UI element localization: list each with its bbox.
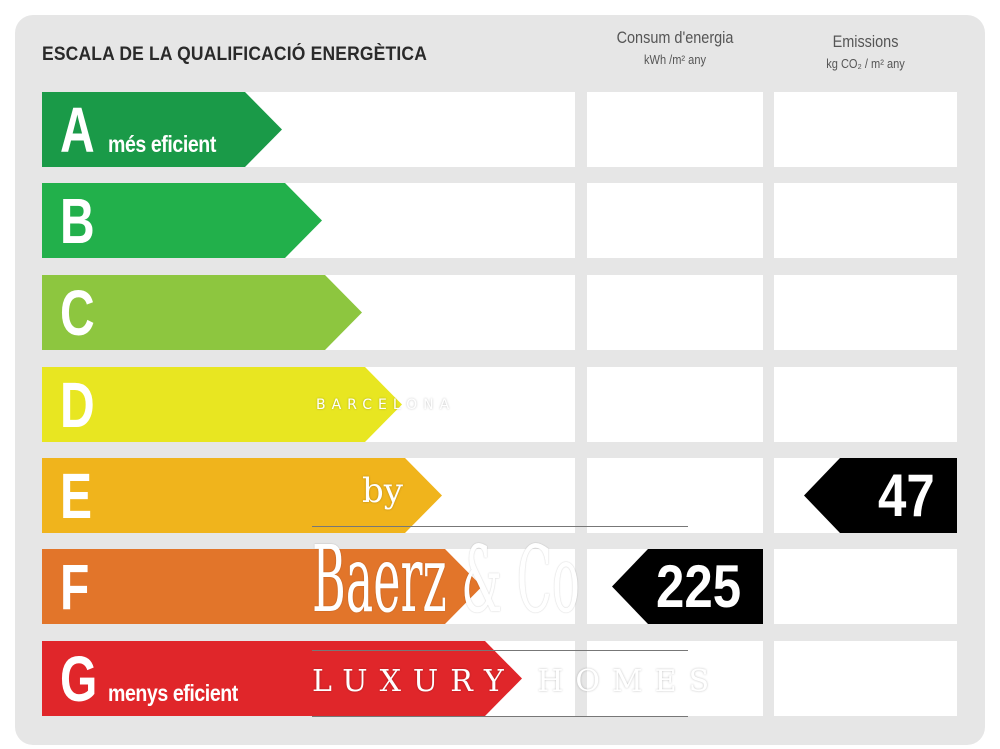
consumption-unit: kWh /m² any xyxy=(643,52,707,67)
rating-arrow-b: B xyxy=(42,183,322,258)
emissions-cell xyxy=(774,641,957,716)
consumption-cell xyxy=(587,183,763,258)
consumption-cell xyxy=(587,92,763,167)
value-arrow-shape xyxy=(612,549,763,624)
rating-arrow-shape xyxy=(42,183,322,258)
value-text: 47 xyxy=(878,462,935,529)
rating-arrow-e: E xyxy=(42,458,442,533)
consumption-cell xyxy=(587,458,763,533)
value-text: 225 xyxy=(655,553,741,620)
consumption-cell xyxy=(587,275,763,350)
consumption-cell xyxy=(587,641,763,716)
rating-arrow-shape xyxy=(42,275,362,350)
emissions-cell xyxy=(774,367,957,442)
rating-arrow-shape xyxy=(42,92,282,167)
rating-arrow-shape xyxy=(42,641,522,716)
watermark-divider xyxy=(312,650,688,651)
consumption-value-arrow: 225 xyxy=(612,549,763,624)
rating-letter: F xyxy=(60,551,90,623)
emissions-unit: kg CO₂ / m² any xyxy=(826,56,905,71)
emissions-cell xyxy=(774,549,957,624)
rating-note: més eficient xyxy=(108,131,216,157)
rating-letter: D xyxy=(60,369,95,441)
rating-arrow-shape xyxy=(42,367,402,442)
emissions-cell xyxy=(774,92,957,167)
rating-letter: B xyxy=(60,185,95,257)
rating-letter: E xyxy=(60,460,93,532)
consumption-header: Consum d'energia kWh /m² any xyxy=(600,28,750,67)
consumption-title: Consum d'energia xyxy=(616,28,734,47)
emissions-value-arrow: 47 xyxy=(804,458,957,533)
value-arrow-shape xyxy=(804,458,957,533)
rating-arrow-shape xyxy=(42,458,442,533)
emissions-header: Emissions kg CO₂ / m² any xyxy=(788,32,944,71)
watermark-divider xyxy=(312,716,688,717)
rating-arrow-shape xyxy=(42,549,482,624)
rating-letter: A xyxy=(60,94,95,166)
emissions-title: Emissions xyxy=(832,32,899,51)
rating-arrow-d: D xyxy=(42,367,402,442)
rating-arrow-f: F xyxy=(42,549,482,624)
rating-letter: C xyxy=(60,277,95,349)
emissions-cell xyxy=(774,275,957,350)
rating-letter: G xyxy=(60,643,98,715)
watermark-divider xyxy=(312,526,688,527)
rating-arrow-c: C xyxy=(42,275,362,350)
label-title: ESCALA DE LA QUALIFICACIÓ ENERGÈTICA xyxy=(42,44,428,65)
rating-note: menys eficient xyxy=(108,680,238,706)
emissions-cell xyxy=(774,183,957,258)
consumption-cell xyxy=(587,367,763,442)
